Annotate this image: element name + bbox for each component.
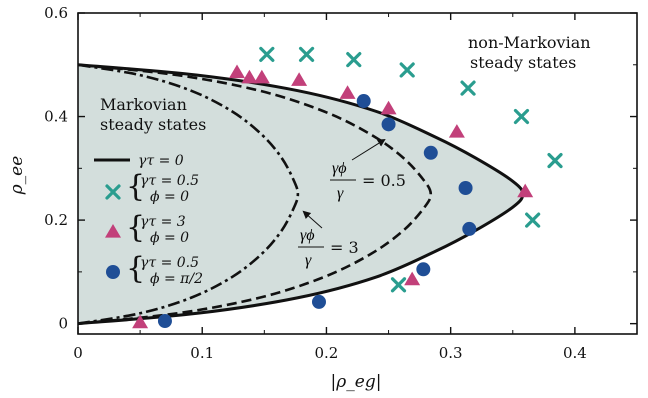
legend-triangle-brace: { <box>126 210 145 245</box>
data-point-triangle-2 <box>253 69 270 84</box>
markovian-region-fill <box>78 64 523 324</box>
x-tick-label: 0.3 <box>439 344 463 362</box>
markovian-region-layer <box>78 64 523 324</box>
data-point-x-7 <box>525 212 541 228</box>
legend-circle-swatch-mark <box>106 265 120 279</box>
data-point-circle-4 <box>462 221 477 236</box>
x-tick-label: 0 <box>73 344 83 362</box>
data-point-circle-6 <box>311 294 326 309</box>
legend-x-line1: γτ = 0.5 <box>140 173 199 189</box>
non-markovian-label-line2: steady states <box>470 53 576 72</box>
markovian-label-line1: Markovian <box>100 95 187 114</box>
data-point-x-2 <box>346 51 362 68</box>
data-point-circle-0 <box>356 94 371 109</box>
annotation-ratio-three: γϕ γ = 3 <box>298 210 359 269</box>
y-axis-label: ρ_ee <box>7 156 27 196</box>
ratio-three-value: = 3 <box>330 238 359 257</box>
data-point-triangle-6 <box>448 124 465 138</box>
annotation-ratio-half: γϕ γ = 0.5 <box>330 138 406 202</box>
ratio-three-arrow <box>302 210 323 229</box>
non-markovian-label-line1: non-Markovian <box>468 33 591 52</box>
ratio-half-arrow <box>351 138 386 161</box>
data-point-x-8 <box>390 277 407 293</box>
legend-circle-brace: { <box>126 251 145 286</box>
legend-x-swatch-mark <box>105 184 121 200</box>
legend-x-line2: ϕ = 0 <box>150 189 189 205</box>
data-point-circle-1 <box>381 117 396 132</box>
x-tick-label: 0.4 <box>563 344 587 362</box>
y-tick-label: 0 <box>58 315 68 333</box>
data-point-circle-2 <box>423 145 438 160</box>
data-point-x-0 <box>259 46 275 63</box>
data-point-triangle-7 <box>517 183 534 198</box>
x-tick-label: 0.2 <box>315 344 339 362</box>
data-point-x-6 <box>547 152 563 169</box>
data-point-triangle-5 <box>380 100 397 115</box>
legend-triangle-marker <box>105 224 121 238</box>
data-point-triangle-9 <box>132 314 149 329</box>
legend: γτ = 0 { γτ = 0.5 ϕ = 0 { γτ = 3 ϕ = 0 {… <box>94 153 203 287</box>
x-axis-label: |ρ_eg| <box>331 372 382 392</box>
y-tick-label: 0.6 <box>44 4 68 22</box>
marker-layer <box>132 46 563 329</box>
legend-x-marker <box>105 184 121 200</box>
tick-layer: 0 0.1 0.2 0.3 0.4 0 0.2 0.4 0.6 <box>44 4 638 362</box>
ratio-three-denominator: γ <box>305 252 312 269</box>
legend-circle-line1: γτ = 0.5 <box>140 255 199 271</box>
legend-triangle-swatch-mark <box>105 224 121 238</box>
markovian-label-line2: steady states <box>100 115 206 134</box>
y-tick-label: 0.2 <box>44 211 68 229</box>
ratio-half-value: = 0.5 <box>362 171 406 190</box>
data-point-triangle-1 <box>241 69 258 84</box>
legend-circle-marker <box>106 265 120 279</box>
data-point-x-4 <box>460 80 476 96</box>
ratio-half-numerator: γϕ <box>332 160 347 177</box>
legend-solid-label: γτ = 0 <box>138 153 184 169</box>
data-point-circle-7 <box>157 314 172 329</box>
data-point-x-3 <box>399 62 415 78</box>
curve-dashdot <box>77 63 300 325</box>
ratio-half-denominator: γ <box>337 185 344 202</box>
ratio-three-numerator: γϕ <box>300 227 315 244</box>
x-tick-label: 0.1 <box>190 344 214 362</box>
data-point-triangle-8 <box>404 271 421 286</box>
legend-triangle-line1: γτ = 3 <box>140 214 186 230</box>
data-point-circle-3 <box>458 180 473 195</box>
y-tick-label: 0.4 <box>44 108 68 126</box>
curve-dashed <box>77 63 433 325</box>
data-point-circle-5 <box>416 262 431 277</box>
legend-x-brace: { <box>126 169 145 204</box>
legend-circle-line2: ϕ = π/2 <box>150 271 203 287</box>
data-point-triangle-4 <box>339 85 356 99</box>
data-point-x-5 <box>513 108 530 125</box>
data-point-triangle-0 <box>229 64 246 79</box>
data-point-triangle-3 <box>291 72 308 86</box>
plot-frame <box>77 12 638 335</box>
legend-triangle-line2: ϕ = 0 <box>150 230 189 246</box>
data-point-x-1 <box>298 46 315 63</box>
